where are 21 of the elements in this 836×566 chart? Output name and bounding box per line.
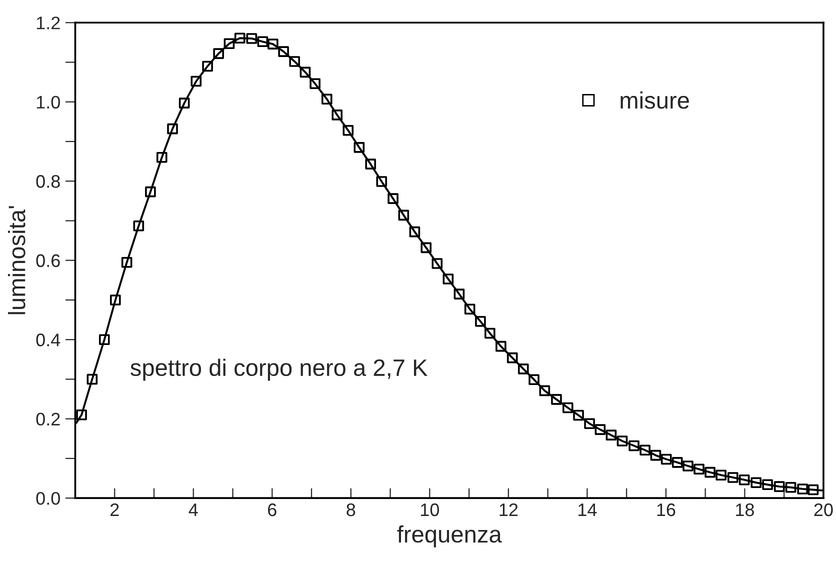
x-tick-label: 12 [500, 503, 518, 516]
y-tick-label: 0.6 [36, 254, 60, 268]
x-tick-label: 16 [657, 503, 676, 516]
y-tick-label: 1.2 [36, 16, 60, 30]
x-tick-label: 4 [188, 504, 198, 516]
legend-label: misure [620, 91, 689, 109]
y-tick-label: 0.8 [36, 175, 60, 188]
annotation: spettro di corpo nero a 2,7 K [130, 358, 428, 381]
x-tick-label: 18 [736, 503, 754, 516]
x-tick-label: 8 [346, 503, 356, 516]
y-tick-label: 0.0 [36, 492, 60, 505]
x-tick-label: 10 [420, 503, 439, 516]
x-tick-label: 14 [578, 504, 597, 516]
y-tick-label: 1.0 [36, 96, 60, 109]
y-tick-label: 0.4 [36, 334, 60, 346]
x-tick-label: 6 [268, 503, 276, 516]
y-tick-label: 0.2 [36, 412, 60, 426]
x-tick-label: 2 [110, 503, 119, 516]
y-axis-title: luminosita' [8, 206, 26, 314]
x-tick-label: 20 [814, 503, 833, 516]
x-axis-title: frequenza [397, 525, 502, 548]
